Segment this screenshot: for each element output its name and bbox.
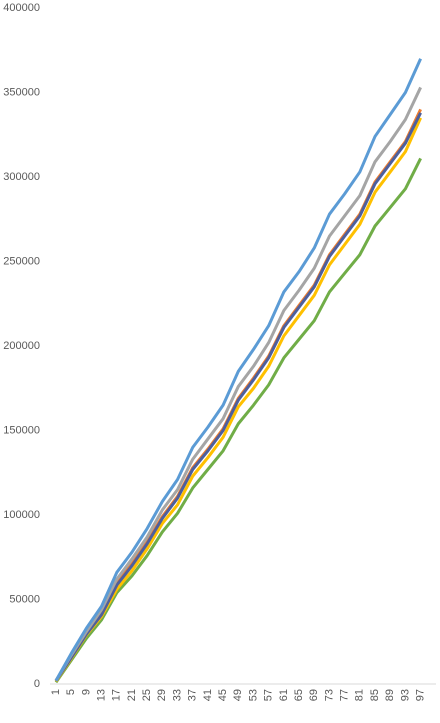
x-tick-label: 5 — [65, 689, 77, 695]
series-line — [54, 112, 422, 682]
x-tick-label: 65 — [293, 689, 305, 701]
x-tick-label: 89 — [384, 689, 396, 701]
y-tick-label: 0 — [34, 678, 40, 690]
x-tick-label: 57 — [263, 689, 275, 701]
x-tick-label: 49 — [232, 689, 244, 701]
x-tick-label: 77 — [339, 689, 351, 701]
x-tick-label: 45 — [217, 689, 229, 701]
y-tick-label: 300000 — [3, 171, 40, 183]
y-tick-label: 350000 — [3, 86, 40, 98]
y-tick-label: 400000 — [3, 2, 40, 14]
x-tick-label: 21 — [126, 689, 138, 701]
x-tick-label: 93 — [399, 689, 411, 701]
x-tick-label: 61 — [278, 689, 290, 701]
series-line — [54, 58, 422, 682]
x-tick-label: 69 — [308, 689, 320, 701]
x-tick-label: 41 — [202, 689, 214, 701]
series-line — [54, 86, 422, 682]
y-tick-label: 250000 — [3, 255, 40, 267]
x-tick-label: 33 — [171, 689, 183, 701]
x-tick-label: 81 — [354, 689, 366, 701]
x-tick-label: 73 — [323, 689, 335, 701]
x-tick-label: 17 — [111, 689, 123, 701]
x-tick-label: 97 — [415, 689, 427, 701]
y-tick-label: 50000 — [9, 593, 40, 605]
x-tick-label: 53 — [247, 689, 259, 701]
x-tick-label: 85 — [369, 689, 381, 701]
x-tick-label: 13 — [95, 689, 107, 701]
y-tick-label: 100000 — [3, 509, 40, 521]
series-line — [54, 117, 422, 683]
x-tick-label: 9 — [80, 689, 92, 695]
series-line — [54, 157, 422, 684]
x-tick-label: 37 — [187, 689, 199, 701]
x-tick-label: 25 — [141, 689, 153, 701]
y-tick-label: 150000 — [3, 424, 40, 436]
x-tick-label: 29 — [156, 689, 168, 701]
y-tick-label: 200000 — [3, 340, 40, 352]
x-tick-label: 1 — [50, 689, 62, 695]
